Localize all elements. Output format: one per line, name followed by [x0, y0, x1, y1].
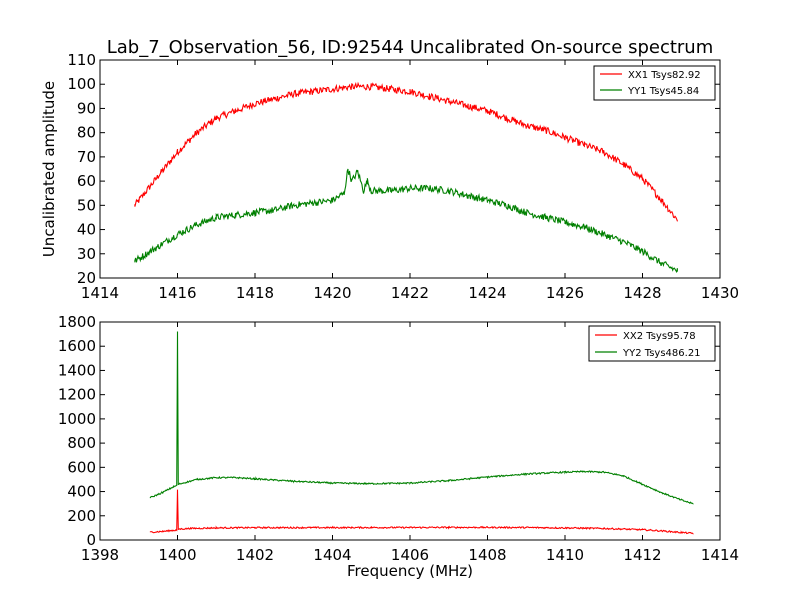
y-tick-label: 30: [77, 245, 96, 263]
x-tick-label: 1406: [391, 546, 429, 564]
x-tick-label: 1418: [236, 284, 274, 302]
x-tick-label: 1422: [391, 284, 429, 302]
bottom-legend: XX2 Tsys95.78 YY2 Tsys486.21: [588, 325, 716, 362]
series-line-yy1: [134, 168, 678, 274]
top-legend-box: [593, 65, 716, 101]
y-tick-label: 110: [67, 51, 96, 69]
bottom-plot-frame: [99, 321, 721, 541]
y-tick-label: 200: [67, 507, 96, 525]
y-tick-label: 60: [77, 172, 96, 190]
top-plot-frame: [99, 59, 721, 279]
x-tick-label: 1410: [546, 546, 584, 564]
y-tick-label: 100: [67, 75, 96, 93]
x-tick-label: 1414: [81, 284, 119, 302]
legend-label-yy2: YY2 Tsys486.21: [622, 348, 701, 359]
series-line-yy2: [149, 331, 694, 505]
y-tick-label: 70: [77, 148, 96, 166]
x-axis-label: Frequency (MHz): [347, 562, 473, 580]
top-subplot: Lab_7_Observation_56, ID:92544 Uncalibra…: [40, 37, 739, 302]
series-line-xx2: [149, 489, 694, 535]
y-tick-label: 40: [77, 221, 96, 239]
y-tick-label: 80: [77, 124, 96, 142]
bottom-axis-ticks: 1398 1400 1402 1404 1406 1408 1410 1412 1414 0 200…: [58, 313, 739, 564]
legend-label-yy1: YY1 Tsys45.84: [627, 86, 699, 97]
series-line-xx1: [134, 81, 678, 222]
x-tick-label: 1400: [158, 546, 196, 564]
bottom-subplot: Frequency (MHz) 1398 1400 1402 1404 1406 1408…: [58, 313, 739, 580]
y-tick-label: 50: [77, 196, 96, 214]
x-tick-label: 1414: [701, 546, 739, 564]
x-tick-label: 1430: [701, 284, 739, 302]
top-series-lines: [134, 81, 678, 274]
x-tick-label: 1426: [546, 284, 584, 302]
y-tick-label: 1600: [58, 337, 96, 355]
y-tick-label: 1400: [58, 361, 96, 379]
y-axis-label: Uncalibrated amplitude: [40, 81, 58, 257]
y-tick-label: 800: [67, 434, 96, 452]
x-tick-label: 1416: [158, 284, 196, 302]
top-axis-ticks: 1414 1416 1418 1420 1422 1424 1426 1428 1430 20 30…: [67, 51, 739, 302]
y-tick-label: 1000: [58, 410, 96, 428]
chart-title: Lab_7_Observation_56, ID:92544 Uncalibra…: [107, 37, 714, 58]
legend-label-xx1: XX1 Tsys82.92: [628, 70, 701, 81]
y-tick-label: 90: [77, 99, 96, 117]
top-legend: XX1 Tsys82.92 YY1 Tsys45.84: [593, 65, 716, 101]
y-tick-label: 20: [77, 269, 96, 287]
x-tick-label: 1398: [81, 546, 119, 564]
x-tick-label: 1424: [468, 284, 506, 302]
y-tick-label: 400: [67, 483, 96, 501]
bottom-legend-box: [588, 325, 716, 362]
y-tick-label: 1200: [58, 386, 96, 404]
y-tick-label: 1800: [58, 313, 96, 331]
y-tick-label: 0: [86, 531, 96, 549]
bottom-series-lines: [149, 331, 694, 535]
x-tick-label: 1408: [468, 546, 506, 564]
x-tick-label: 1420: [313, 284, 351, 302]
x-tick-label: 1428: [623, 284, 661, 302]
x-tick-label: 1404: [313, 546, 351, 564]
legend-label-xx2: XX2 Tsys95.78: [623, 331, 696, 342]
y-tick-label: 600: [67, 458, 96, 476]
x-tick-label: 1412: [623, 546, 661, 564]
x-tick-label: 1402: [236, 546, 274, 564]
